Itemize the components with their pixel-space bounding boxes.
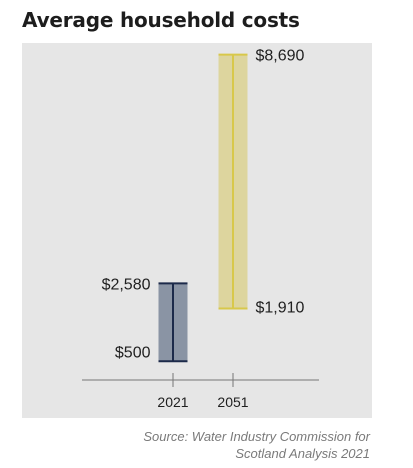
value-label-low-2051: $1,910	[256, 299, 305, 316]
x-tick-label-2051: 2051	[217, 394, 248, 410]
source-note: Source: Water Industry Commission for Sc…	[70, 428, 370, 462]
chart-area: $2,580 $500 $8,690 $1,910 2021 2051	[22, 43, 372, 418]
value-label-high-2051: $8,690	[256, 48, 305, 65]
chart-background	[22, 43, 372, 418]
value-label-low-2021: $500	[115, 344, 151, 361]
chart-title: Average household costs	[22, 8, 300, 32]
x-tick-label-2021: 2021	[157, 394, 188, 410]
source-line-2: Scotland Analysis 2021	[70, 445, 370, 462]
range-bar-chart: $2,580 $500 $8,690 $1,910 2021 2051	[22, 43, 372, 418]
value-label-high-2021: $2,580	[102, 276, 151, 293]
source-line-1: Source: Water Industry Commission for	[70, 428, 370, 445]
